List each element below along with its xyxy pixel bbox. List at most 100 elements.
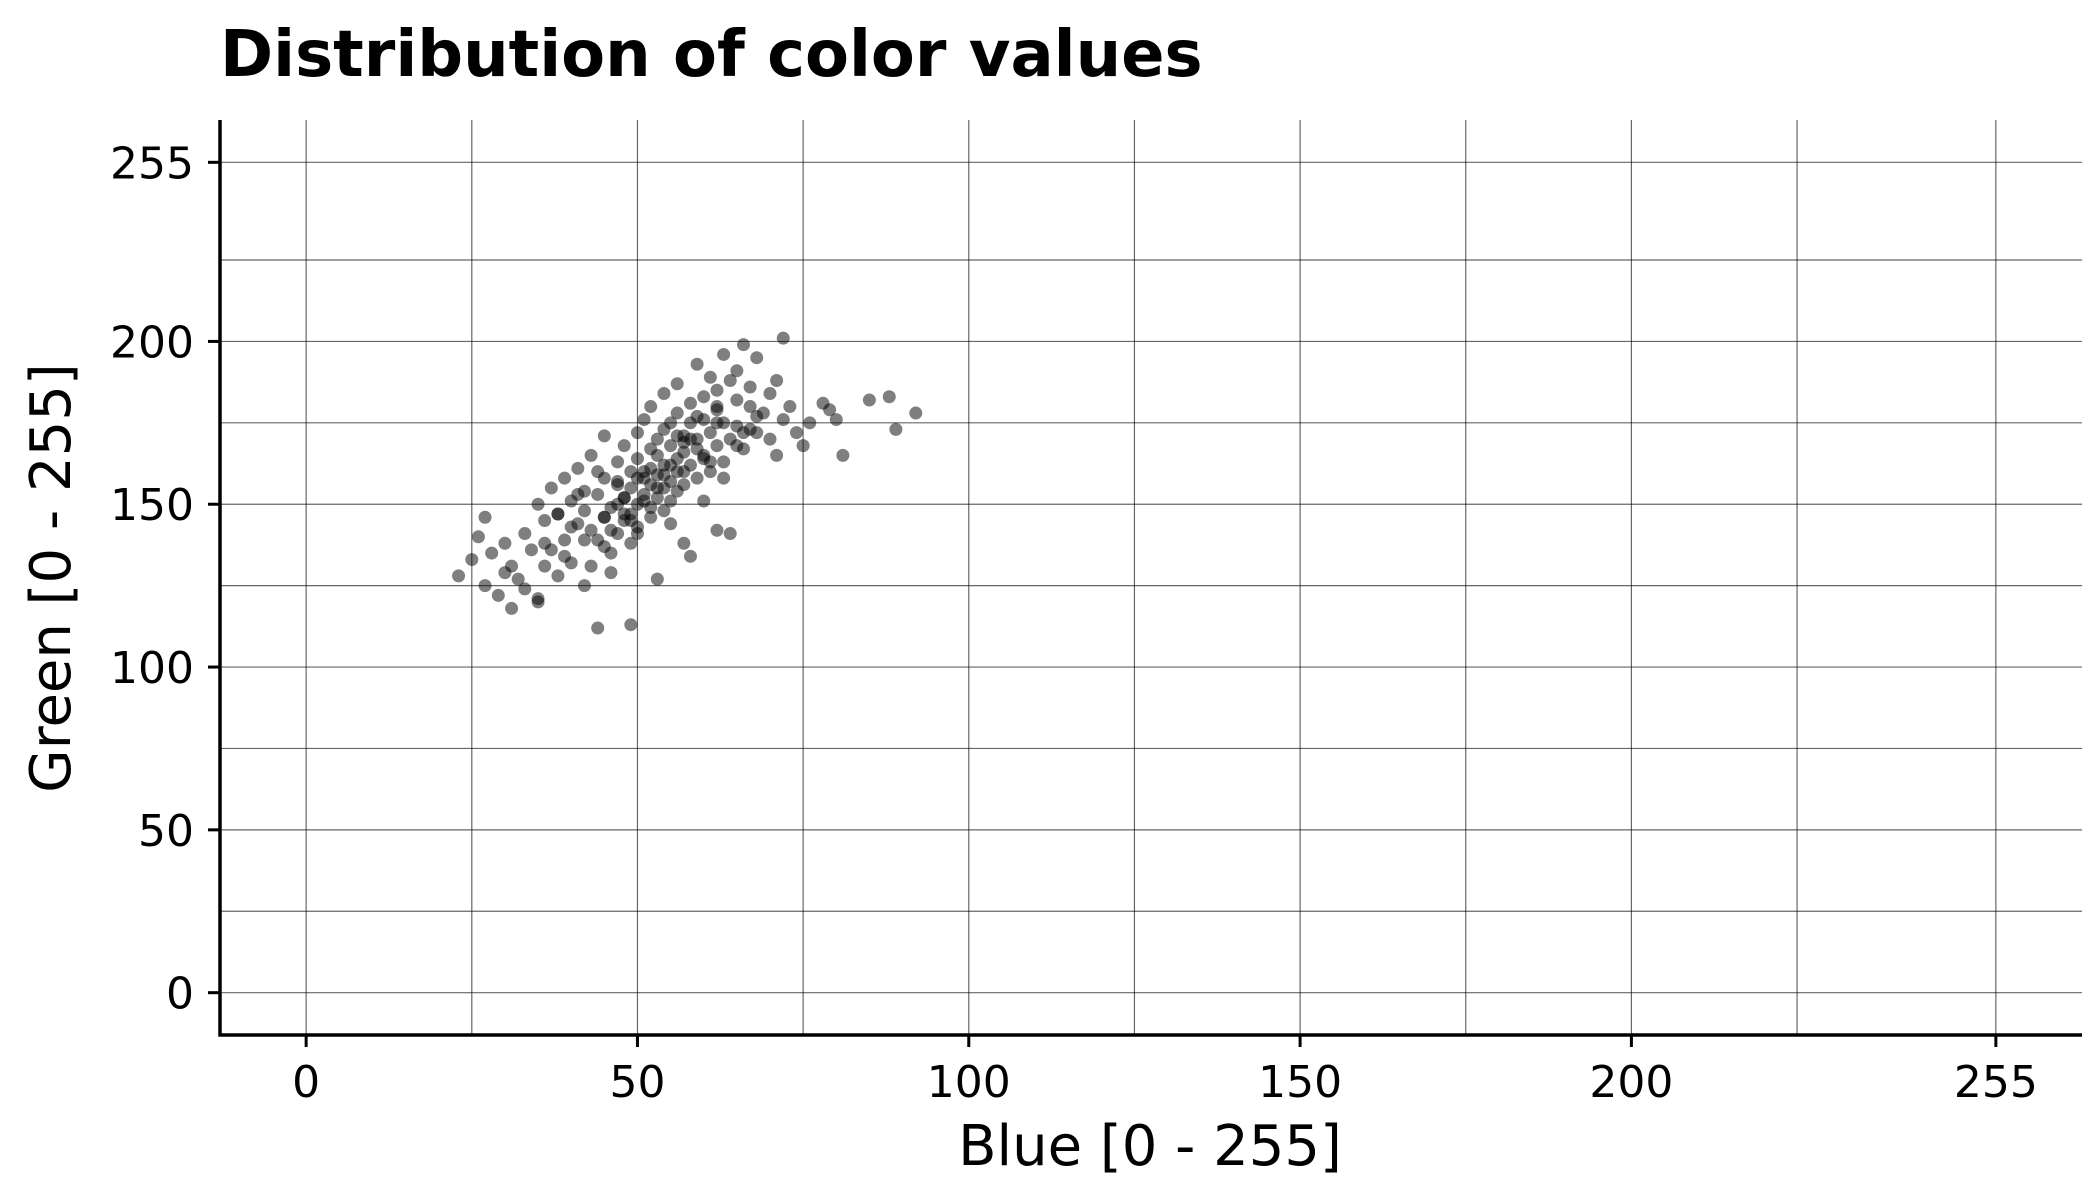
- data-point: [703, 370, 717, 384]
- y-tick-label: 200: [110, 317, 194, 368]
- data-point: [584, 559, 598, 573]
- data-point: [677, 465, 691, 479]
- data-point: [644, 400, 658, 414]
- data-point: [776, 413, 790, 427]
- data-point: [664, 439, 678, 453]
- axes: [208, 120, 2082, 1047]
- data-point: [551, 569, 565, 583]
- data-point: [584, 523, 598, 537]
- data-point: [710, 416, 724, 430]
- data-point: [637, 494, 651, 508]
- data-point: [683, 432, 697, 446]
- y-tick-label: 0: [166, 969, 194, 1020]
- data-point: [630, 426, 644, 440]
- data-point: [670, 406, 684, 420]
- data-point: [690, 471, 704, 485]
- y-tick-label: 255: [110, 138, 194, 189]
- data-point: [690, 409, 704, 423]
- data-point: [511, 572, 525, 586]
- data-point: [637, 413, 651, 427]
- data-point: [650, 491, 664, 505]
- data-point: [478, 510, 492, 524]
- data-point: [577, 504, 591, 518]
- x-axis-label: Blue [0 - 255]: [958, 1114, 1342, 1179]
- data-point: [723, 373, 737, 387]
- data-point: [597, 429, 611, 443]
- data-point: [717, 347, 731, 361]
- data-point: [677, 536, 691, 550]
- data-point: [591, 487, 605, 501]
- data-point: [611, 455, 625, 469]
- data-point: [743, 380, 757, 394]
- data-point: [690, 442, 704, 456]
- data-point: [670, 429, 684, 443]
- data-point: [617, 439, 631, 453]
- data-point: [796, 439, 810, 453]
- data-point: [770, 373, 784, 387]
- data-point: [650, 448, 664, 462]
- data-point: [770, 448, 784, 462]
- data-point: [690, 357, 704, 371]
- x-tick-label: 200: [1589, 1057, 1673, 1108]
- data-point: [697, 494, 711, 508]
- data-point: [604, 566, 618, 580]
- data-point: [531, 497, 545, 511]
- data-point: [664, 458, 678, 472]
- x-tick-label: 0: [292, 1057, 320, 1108]
- data-point: [452, 569, 466, 583]
- data-point: [524, 543, 538, 557]
- data-point: [683, 549, 697, 563]
- data-point: [730, 393, 744, 407]
- data-point: [498, 536, 512, 550]
- data-point: [743, 400, 757, 414]
- data-point: [630, 527, 644, 541]
- data-point: [697, 452, 711, 466]
- data-point: [803, 416, 817, 430]
- y-tick-label: 50: [138, 806, 194, 857]
- data-point: [670, 484, 684, 498]
- x-tick-label: 255: [1954, 1057, 2038, 1108]
- data-point: [697, 390, 711, 404]
- data-point: [505, 601, 519, 615]
- data-point: [710, 383, 724, 397]
- data-point: [564, 520, 578, 534]
- data-point: [909, 406, 923, 420]
- data-point: [677, 445, 691, 459]
- data-point: [783, 400, 797, 414]
- data-point: [723, 527, 737, 541]
- data-point: [597, 510, 611, 524]
- data-point: [829, 413, 843, 427]
- data-point: [823, 403, 837, 417]
- data-point: [750, 351, 764, 365]
- data-point: [710, 400, 724, 414]
- data-point: [630, 471, 644, 485]
- data-point: [591, 621, 605, 635]
- data-point: [604, 523, 618, 537]
- data-point: [710, 439, 724, 453]
- data-point: [577, 579, 591, 593]
- data-point: [862, 393, 876, 407]
- data-point: [538, 514, 552, 528]
- data-point: [743, 422, 757, 436]
- grid-lines: [220, 120, 2082, 1035]
- data-point: [657, 387, 671, 401]
- x-tick-label: 150: [1258, 1057, 1342, 1108]
- data-point: [518, 582, 532, 596]
- data-point: [750, 409, 764, 423]
- data-point: [544, 481, 558, 495]
- data-point: [577, 533, 591, 547]
- data-point: [597, 540, 611, 554]
- data-point: [644, 478, 658, 492]
- data-points: [452, 331, 923, 635]
- data-point: [836, 448, 850, 462]
- data-point: [710, 523, 724, 537]
- data-point: [657, 481, 671, 495]
- tick-labels: 0 50 100 150 200 255 0 50 100 150 200 255: [110, 138, 2038, 1108]
- chart-title: Distribution of color values: [220, 18, 1203, 92]
- data-point: [776, 331, 790, 345]
- data-point: [538, 536, 552, 550]
- data-point: [664, 517, 678, 531]
- data-point: [558, 533, 572, 547]
- y-axis-label: Green [0 - 255]: [19, 363, 84, 792]
- y-tick-label: 100: [110, 643, 194, 694]
